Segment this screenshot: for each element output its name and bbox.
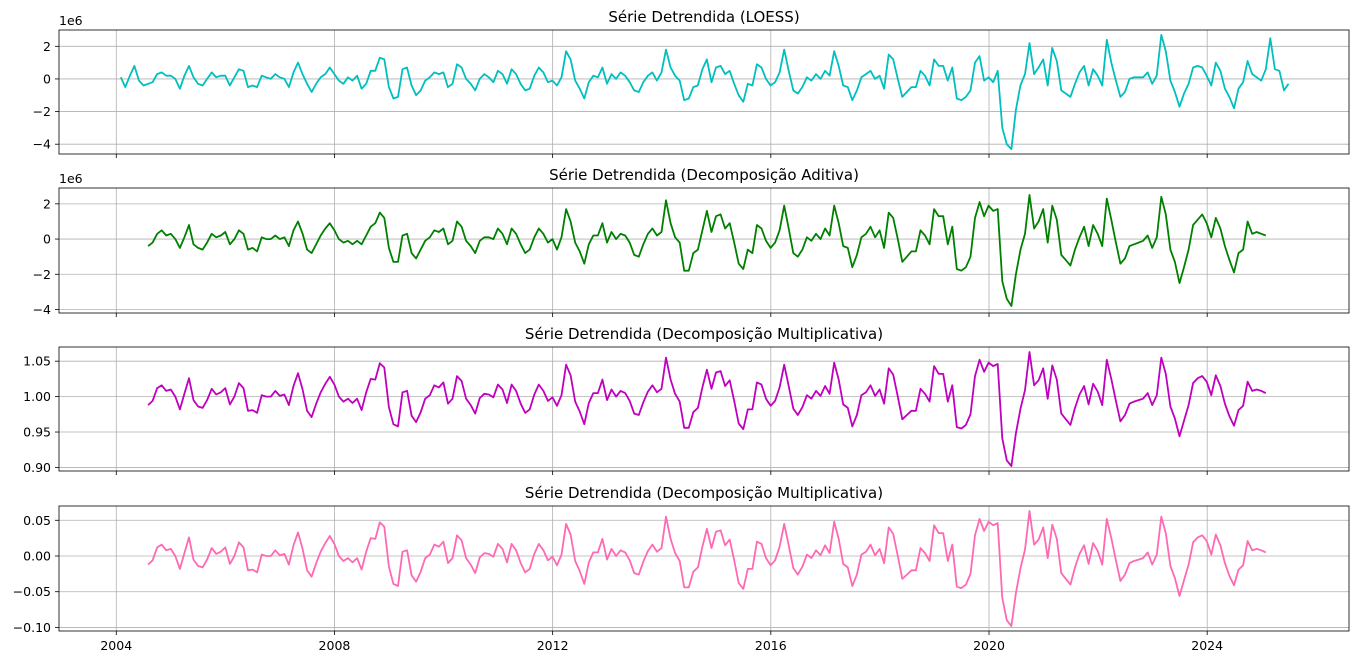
y-tick-label: −4 — [33, 302, 51, 317]
y-tick-label: −4 — [33, 137, 51, 152]
x-tick-label: 2008 — [319, 638, 351, 653]
y-tick-label: 2 — [43, 196, 51, 211]
axes-frame — [58, 29, 1350, 155]
y-tick-label: 0 — [43, 71, 51, 86]
y-tick-label: 2 — [43, 39, 51, 54]
y-tick-label: −0.05 — [13, 584, 51, 599]
y-tick-label: 0.00 — [23, 549, 51, 564]
panel-title: Série Detrendida (Decomposição Multiplic… — [525, 484, 883, 502]
series-line — [147, 510, 1267, 627]
y-tick-label: 0.05 — [23, 513, 51, 528]
y-tick-label: 0.95 — [23, 425, 51, 440]
y-tick-label: −2 — [33, 267, 51, 282]
y-tick-label: 0 — [43, 232, 51, 247]
y-tick-label: 1.05 — [23, 354, 51, 369]
panel-title: Série Detrendida (Decomposição Multiplic… — [525, 325, 883, 343]
x-tick-label: 2012 — [537, 638, 569, 653]
series-line — [119, 34, 1290, 151]
y-tick-label: −2 — [33, 104, 51, 119]
axes-frame — [58, 346, 1350, 472]
y-tick-label: 1.00 — [23, 389, 51, 404]
y-tick-label: 0.90 — [23, 460, 51, 475]
x-tick-label: 2024 — [1191, 638, 1223, 653]
panel-title: Série Detrendida (Decomposição Aditiva) — [549, 166, 859, 184]
y-tick-label: −0.10 — [13, 620, 51, 635]
y-offset-label: 1e6 — [59, 171, 83, 186]
axes-frame — [58, 187, 1350, 314]
x-tick-label: 2016 — [755, 638, 787, 653]
series-line — [147, 351, 1267, 467]
axes-frame — [58, 505, 1350, 632]
x-tick-label: 2004 — [100, 638, 132, 653]
x-tick-label: 2020 — [973, 638, 1005, 653]
series-line — [147, 194, 1267, 307]
y-offset-label: 1e6 — [59, 13, 83, 28]
panel-title: Série Detrendida (LOESS) — [608, 8, 799, 26]
